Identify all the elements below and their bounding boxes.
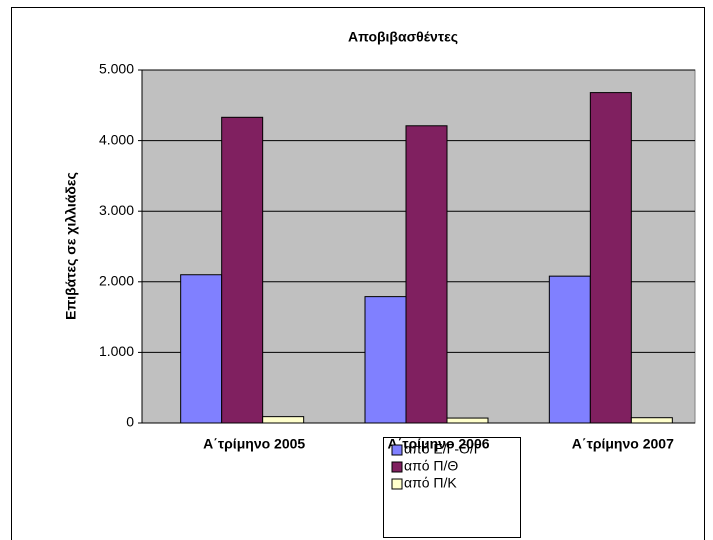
x-tick-label: Α΄τρίμηνο 2007	[572, 436, 674, 452]
y-axis-label: Επιβάτες σε χιλλιάδες	[63, 172, 79, 320]
y-tick-label: 2.000	[99, 273, 134, 289]
y-tick-label: 0	[126, 414, 134, 430]
legend-label: από Π/Κ	[404, 475, 457, 491]
y-tick-label: 1.000	[99, 343, 134, 359]
legend	[383, 437, 521, 538]
bar	[364, 296, 407, 424]
x-tick-label: Α΄τρίμηνο 2006	[387, 436, 489, 452]
y-tick-label: 4.000	[99, 131, 134, 147]
bar	[589, 92, 632, 424]
bar	[548, 275, 591, 424]
legend-label: από Π/Θ	[404, 458, 458, 474]
bar	[405, 125, 448, 424]
x-tick-label: Α΄τρίμηνο 2005	[203, 436, 305, 452]
bar	[180, 274, 223, 424]
bar	[446, 417, 489, 424]
legend-label: από Ε/Γ-Ο/Γ	[404, 441, 482, 457]
y-tick-label: 5.000	[99, 61, 134, 77]
bar	[630, 417, 673, 424]
legend-swatch	[391, 461, 403, 473]
y-tick-label: 3.000	[99, 202, 134, 218]
legend-swatch	[391, 478, 403, 490]
bar	[262, 416, 305, 424]
legend-swatch	[391, 444, 403, 456]
chart-title: Αποβιβασθέντες	[348, 29, 458, 45]
bar	[221, 116, 264, 424]
